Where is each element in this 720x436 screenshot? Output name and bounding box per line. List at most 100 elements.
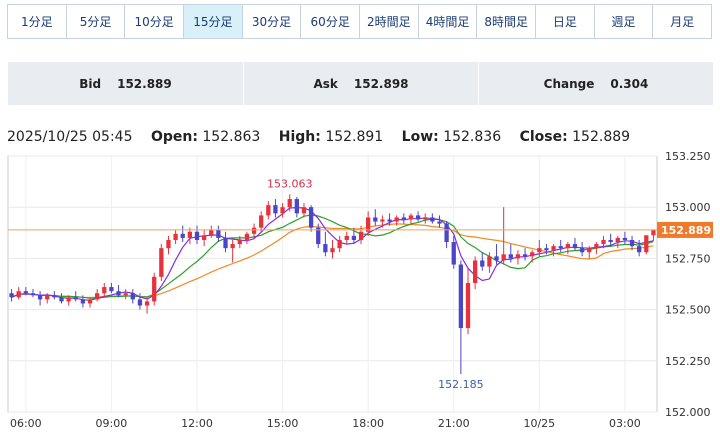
candle-body	[259, 215, 264, 228]
tab-timeframe[interactable]: 60分足	[301, 5, 361, 38]
tab-timeframe[interactable]: 週足	[594, 5, 654, 38]
candle-body	[423, 217, 428, 220]
candle-body	[316, 227, 321, 245]
candle-body	[251, 227, 257, 234]
candle-body	[201, 235, 207, 240]
candle-body	[544, 248, 549, 251]
candle-body	[522, 254, 528, 257]
close-label: Close:	[519, 129, 568, 145]
candle-datetime: 2025/10/25 05:45	[7, 129, 133, 145]
candle-body	[572, 244, 578, 249]
open-value: 152.863	[202, 129, 261, 145]
timeframe-tabs: 1分足 5分足 10分足 15分足 30分足 60分足 2時間足 4時間足 8時間足 日足 週足 月足	[7, 4, 712, 39]
candle-body	[180, 233, 185, 238]
candle-body	[80, 299, 86, 304]
candle-body	[551, 246, 556, 251]
candle-body	[615, 237, 620, 243]
candle-body	[66, 297, 71, 302]
candle-body	[301, 207, 307, 214]
candle-body	[629, 239, 635, 247]
high-value: 152.891	[325, 129, 384, 145]
candle-body	[144, 301, 150, 306]
bid-panel: Bid 152.889	[8, 62, 243, 105]
x-tick-label: 21:00	[438, 417, 470, 430]
tab-timeframe[interactable]: 30分足	[242, 5, 302, 38]
tab-timeframe[interactable]: 4時間足	[418, 5, 478, 38]
candle-body	[373, 217, 378, 222]
change-label: Change	[543, 76, 595, 91]
candle-body	[437, 221, 442, 224]
candle-body	[565, 244, 570, 249]
tab-timeframe[interactable]: 日足	[536, 5, 595, 38]
candle-body	[387, 219, 392, 222]
candle-body	[209, 229, 214, 236]
candle-body	[508, 254, 513, 259]
candle-body	[59, 297, 64, 302]
bid-label: Bid	[79, 76, 102, 91]
high-annotation: 153.063	[267, 177, 313, 190]
tab-timeframe[interactable]: 1分足	[8, 5, 67, 38]
candle-body	[123, 293, 128, 296]
tab-timeframe[interactable]: 15分足	[184, 5, 243, 38]
ask-label: Ask	[313, 76, 338, 91]
candle-body	[494, 256, 499, 261]
candle-body	[608, 239, 613, 243]
candle-body	[137, 299, 143, 306]
x-tick-label: 06:00	[10, 417, 42, 430]
tab-timeframe[interactable]: 月足	[653, 5, 712, 38]
x-tick-label: 12:00	[181, 417, 213, 430]
candle-body	[95, 293, 100, 300]
current-price-label: 152.889	[661, 224, 711, 237]
candle-body	[116, 291, 121, 296]
candle-body	[130, 293, 135, 300]
y-tick-label: 152.750	[665, 252, 711, 265]
candle-body	[451, 242, 456, 265]
plot-area	[7, 155, 658, 413]
candle-body	[415, 215, 421, 220]
tab-timeframe[interactable]: 5分足	[66, 5, 126, 38]
candle-body	[501, 254, 506, 261]
candle-body	[52, 295, 57, 298]
candle-body	[408, 215, 414, 220]
candle-body	[323, 244, 328, 253]
ask-panel: Ask 152.898	[244, 62, 478, 105]
candle-body	[308, 207, 314, 228]
candle-body	[266, 205, 271, 216]
candle-body	[430, 217, 435, 222]
candle-body	[358, 231, 364, 240]
candle-body	[601, 239, 606, 245]
change-panel: Change 0.304	[479, 62, 713, 105]
y-tick-label: 153.250	[665, 150, 711, 163]
candle-body	[194, 231, 200, 240]
candle-body	[458, 264, 464, 329]
open-label: Open:	[150, 129, 198, 145]
candle-body	[472, 260, 478, 283]
tab-timeframe[interactable]: 10分足	[125, 5, 185, 38]
candle-body	[280, 207, 285, 214]
candle-body	[73, 297, 78, 300]
x-tick-label: 03:00	[609, 417, 641, 430]
candle-body	[515, 254, 521, 259]
candle-body	[644, 235, 649, 253]
candle-body	[444, 223, 449, 243]
candle-body	[330, 248, 335, 253]
candle-body	[294, 199, 299, 214]
tab-timeframe[interactable]: 2時間足	[360, 5, 419, 38]
current-price-badge	[657, 221, 713, 238]
bid-value: 152.889	[117, 76, 172, 91]
candle-body	[587, 248, 592, 253]
candle-body	[87, 299, 93, 304]
candle-body	[465, 282, 471, 329]
candle-body	[622, 237, 628, 240]
tab-timeframe[interactable]: 8時間足	[477, 5, 537, 38]
candle-body	[173, 233, 178, 240]
candle-body	[16, 291, 21, 298]
candle-body	[394, 217, 399, 222]
change-value: 0.304	[610, 76, 649, 91]
x-tick-label: 09:00	[96, 417, 128, 430]
candle-body	[480, 260, 485, 267]
candle-body	[487, 256, 492, 267]
candle-body	[337, 239, 342, 249]
candle-body	[102, 287, 107, 294]
